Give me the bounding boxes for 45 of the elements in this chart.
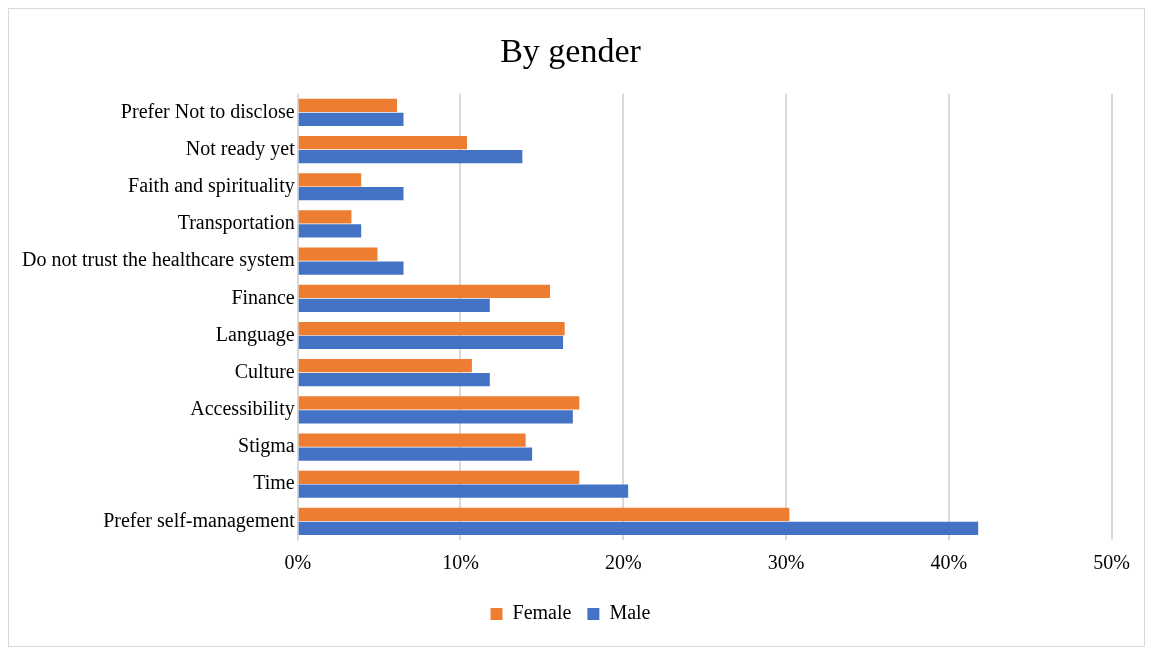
y-tick-label: Not ready yet [185, 136, 296, 160]
y-tick-label: Faith and spirituality [128, 174, 295, 198]
y-tick-label: Culture [234, 359, 295, 382]
x-tick-label: 50% [1093, 551, 1131, 574]
bar [298, 470, 580, 484]
bar [298, 484, 629, 498]
y-tick-label: Transportation [177, 211, 295, 235]
bar [298, 396, 580, 410]
y-tick-label: Prefer Not to disclose [120, 99, 295, 122]
y-tick-label: Language [215, 322, 295, 346]
y-tick-label: Do not trust the healthcare system [21, 248, 296, 272]
x-tick-label: 0% [284, 551, 312, 574]
bar [298, 410, 573, 424]
bar [298, 210, 352, 224]
chart-title: By gender [500, 32, 642, 70]
bar [298, 224, 362, 238]
bar [298, 321, 565, 336]
bar [298, 149, 523, 164]
bar [298, 247, 378, 261]
legend-label: Male [609, 601, 651, 624]
x-tick-label: 20% [604, 551, 642, 574]
bar [298, 335, 564, 350]
y-tick-label: Time [253, 471, 295, 494]
bar [298, 187, 404, 201]
bar [298, 98, 398, 113]
bar [298, 521, 979, 535]
bar [298, 112, 404, 126]
legend-label: Female [512, 601, 572, 624]
x-tick-label: 30% [767, 551, 805, 574]
x-tick-label: 40% [930, 551, 968, 574]
bar [298, 173, 362, 187]
x-tick-label: 10% [442, 551, 479, 574]
bar [298, 261, 404, 275]
bar [298, 135, 468, 150]
y-tick-label: Prefer self-management [103, 508, 296, 532]
bar [298, 284, 551, 298]
bar [298, 433, 526, 447]
bar [298, 359, 472, 373]
bar [298, 447, 533, 461]
y-tick-label: Stigma [238, 434, 295, 458]
y-tick-label: Accessibility [190, 397, 295, 421]
bar [298, 373, 490, 387]
bar [298, 298, 490, 312]
bar [298, 507, 790, 522]
y-tick-label: Finance [231, 285, 295, 308]
